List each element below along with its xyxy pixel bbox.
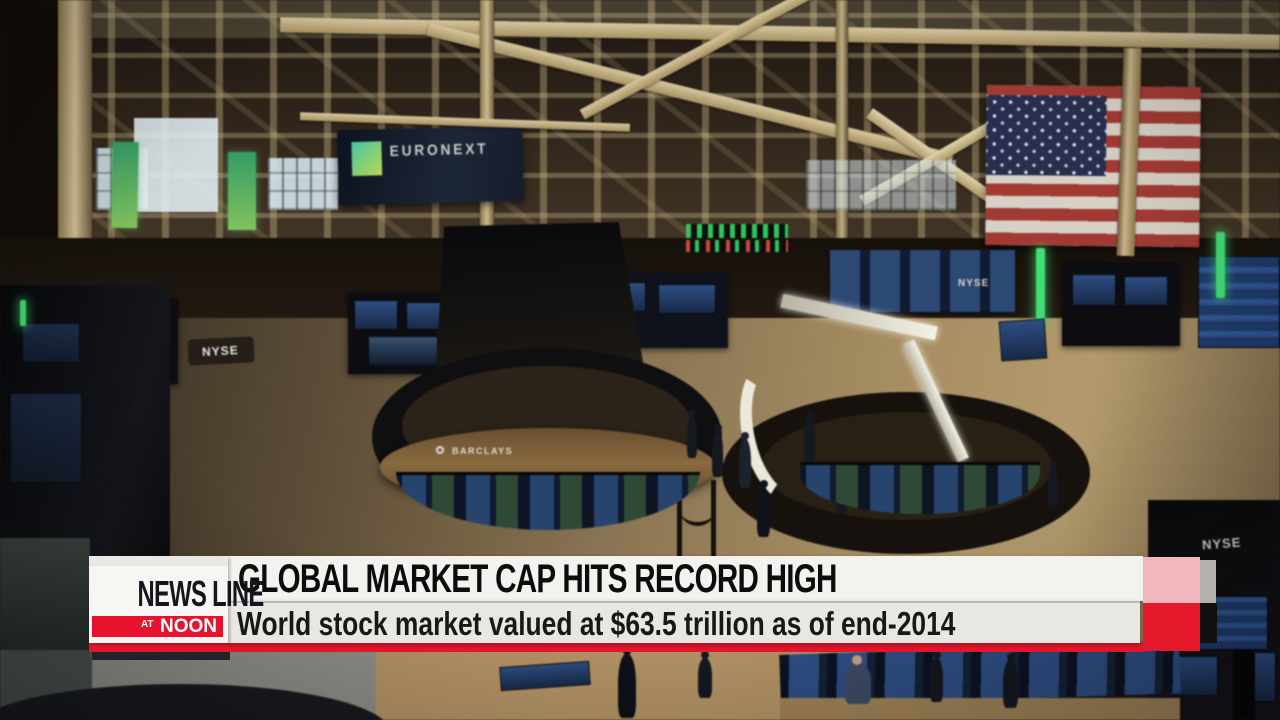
banner-end-block-red <box>1143 603 1200 651</box>
barclays-post-label: BARCLAYS <box>452 446 514 456</box>
bottom-floor-strip <box>780 698 1180 720</box>
trader-figure <box>698 658 712 698</box>
bottom-center-floor <box>376 650 856 720</box>
trader-figure <box>804 419 815 462</box>
left-bright-column <box>58 0 92 272</box>
trader-figure <box>930 658 943 702</box>
banner-red-strip <box>89 643 1143 652</box>
banner-end-block-pink <box>1143 557 1200 603</box>
stanchion-post-1 <box>677 474 682 558</box>
trader-figure <box>1003 660 1018 708</box>
banner-end-block-black <box>1200 603 1217 643</box>
left-screen-bank <box>0 285 170 575</box>
banner-end-block-gray <box>1200 560 1216 603</box>
trader-figure <box>712 431 723 477</box>
newsline-logo-noon-label: NOON <box>160 616 217 637</box>
monitor <box>10 393 82 483</box>
newsline-logo-time-bar: AT NOON <box>92 616 223 637</box>
monitor <box>354 300 398 330</box>
ticker-board-green <box>686 224 788 238</box>
led-strip-2 <box>1036 248 1045 326</box>
stanchion-rope <box>681 498 714 526</box>
logo-drop-shadow <box>92 652 230 660</box>
left-edge-structure <box>0 538 90 652</box>
right-edge-screen <box>1198 256 1280 348</box>
screen-cluster-right <box>1062 262 1180 346</box>
led-strip-4 <box>20 300 26 326</box>
back-window-2 <box>134 118 218 212</box>
ticker-board-mixed <box>686 240 788 252</box>
newsline-logo-at-label: AT <box>140 619 154 630</box>
back-window-3 <box>268 158 338 210</box>
headline-text: GLOBAL MARKET CAP HITS RECORD HIGH <box>238 557 837 601</box>
trader-figure <box>618 654 636 718</box>
stanchion-post-2 <box>711 480 716 566</box>
barclays-logo-dot <box>436 446 444 454</box>
subheadline-text: World stock market valued at $63.5 trill… <box>237 605 956 642</box>
seated-trader-head <box>852 655 862 665</box>
green-banner-2 <box>228 152 256 230</box>
headline-band: GLOBAL MARKET CAP HITS RECORD HIGH <box>228 556 1143 601</box>
overhead-sign-row <box>830 250 1015 312</box>
led-strip-3 <box>1216 232 1225 298</box>
trader-figure <box>757 487 770 537</box>
trader-figure <box>1048 468 1058 506</box>
seated-trader <box>845 664 871 704</box>
subheadline-band: World stock market valued at $63.5 trill… <box>228 601 1140 643</box>
monitor <box>22 323 80 363</box>
trader-figure <box>687 416 697 458</box>
monitor <box>1124 276 1168 306</box>
nyse-post-right-label: NYSE <box>958 278 990 289</box>
monitor <box>368 336 438 366</box>
back-window-4 <box>806 160 956 210</box>
trader-figure <box>739 439 751 488</box>
newsline-logo: NEWS LINE AT NOON <box>89 556 265 643</box>
monitor <box>1072 274 1116 306</box>
foreground-person-legs <box>1233 650 1255 720</box>
newsline-logo-title: NEWS LINE <box>137 573 265 614</box>
monitor <box>658 284 716 314</box>
